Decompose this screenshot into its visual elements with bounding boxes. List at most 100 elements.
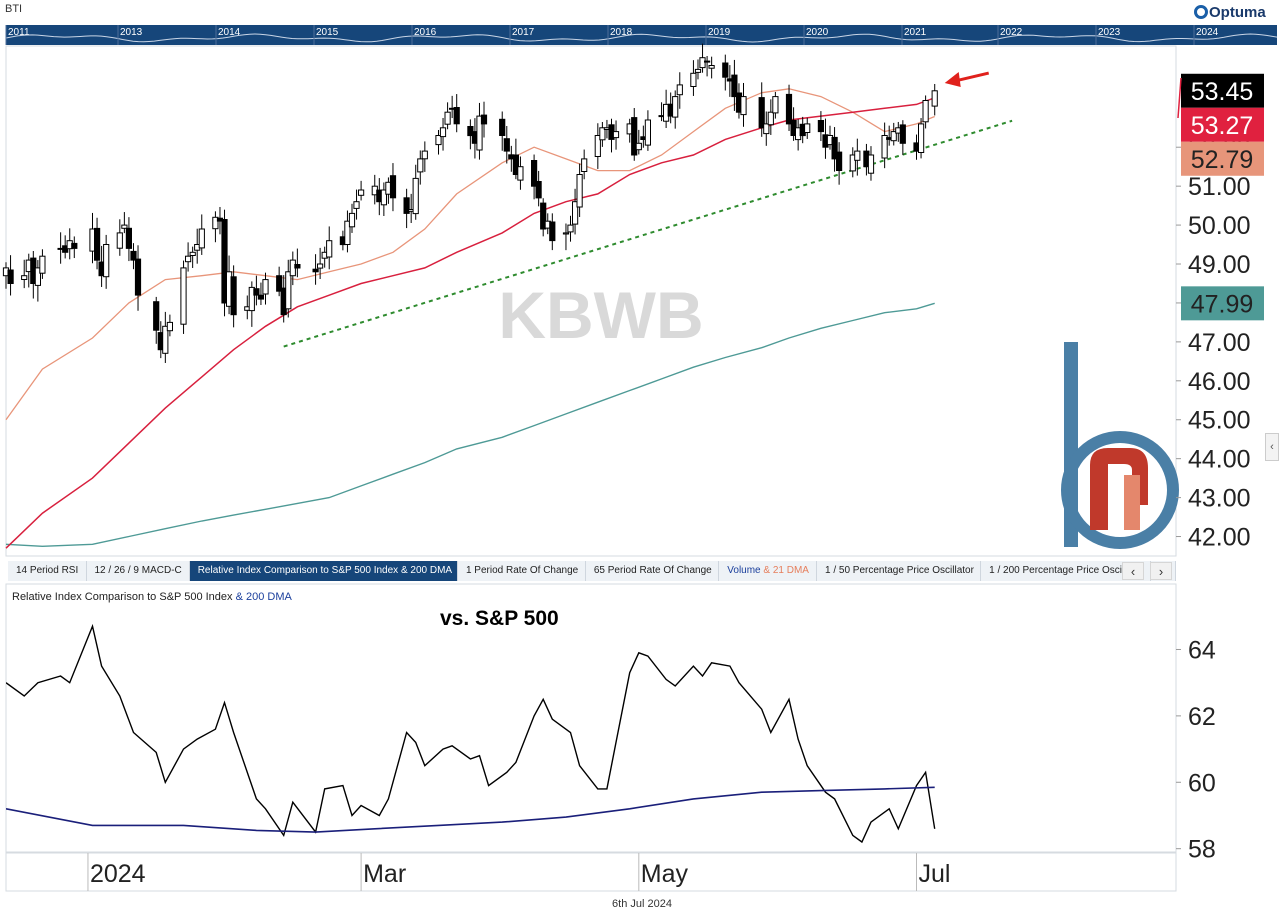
candle-body-down — [499, 118, 506, 137]
candle — [166, 314, 174, 337]
candle — [480, 101, 488, 138]
candle — [230, 265, 237, 328]
candle-body-down — [531, 160, 538, 187]
candle — [453, 94, 460, 133]
candle-body-down — [134, 258, 142, 296]
candle — [94, 217, 101, 270]
candle-body-up — [690, 72, 697, 88]
label-leader-line — [1177, 77, 1182, 119]
tab-macd[interactable]: 12 / 26 / 9 MACD-C — [86, 561, 190, 581]
candle-body-up — [198, 228, 205, 249]
price-label-teal: 47.99 — [1181, 286, 1264, 321]
candle-body-up — [804, 123, 811, 134]
candle-body-down — [540, 202, 547, 230]
candle — [517, 156, 524, 190]
candle-body-up — [672, 96, 679, 118]
candle — [358, 180, 365, 201]
candle — [326, 226, 333, 270]
price-label-box — [1181, 141, 1264, 176]
candle-body-up — [849, 154, 856, 172]
price-label-black: 53.45 — [1181, 73, 1264, 108]
candle — [180, 260, 187, 334]
candle-body-down — [467, 126, 474, 137]
candle-body-up — [854, 150, 861, 161]
overview-year-label: 2017 — [512, 27, 535, 38]
overview-year-2016: 2016 — [411, 25, 437, 45]
candle — [103, 234, 110, 289]
price-y-tick-label: 47.00 — [1188, 329, 1251, 357]
candle — [7, 255, 14, 296]
candle — [581, 149, 588, 180]
candle-body-down — [312, 268, 319, 273]
candle-body-up — [676, 84, 683, 96]
x-tick-label: 2024 — [90, 860, 146, 888]
candle-body-up — [326, 240, 333, 258]
candle — [185, 242, 192, 272]
relative-title-main: Relative Index Comparison to S&P 500 Ind… — [12, 591, 233, 603]
candle — [867, 146, 875, 181]
price-y-tick-label: 43.00 — [1188, 485, 1251, 513]
tab-14-period-rsi[interactable]: 14 Period RSI — [8, 561, 87, 581]
tab-relative-index[interactable]: Relative Index Comparison to S&P 500 Ind… — [189, 561, 458, 581]
candle-body-down — [253, 288, 260, 296]
candle — [531, 154, 538, 200]
tabs-next-button[interactable]: › — [1150, 562, 1172, 580]
overview-year-label: 2021 — [904, 27, 927, 38]
candle — [253, 275, 260, 306]
candle-body-up — [317, 263, 324, 269]
candle — [134, 245, 142, 311]
x-tick-label: May — [641, 860, 689, 888]
price-label-text: 53.45 — [1191, 78, 1254, 106]
price-y-axis: 42.0043.0044.0045.0046.0047.0048.0049.00… — [1176, 134, 1251, 552]
optuma-logo-icon — [1194, 5, 1208, 19]
candle — [116, 219, 123, 256]
overview-year-2023: 2023 — [1095, 25, 1121, 45]
candle-body-up — [694, 68, 702, 73]
candle-body-up — [594, 135, 601, 157]
overview-year-2013: 2013 — [117, 25, 143, 45]
relative-panel-frame — [5, 583, 1177, 853]
ma-50-line — [5, 97, 935, 549]
candle-body-up — [185, 255, 192, 263]
candle — [931, 83, 938, 116]
relative-title-dma: & 200 DMA — [233, 591, 293, 603]
tab-65-period-roc[interactable]: 65 Period Rate Of Change — [585, 561, 720, 581]
tab-1-period-roc[interactable]: 1 Period Rate Of Change — [457, 561, 586, 581]
brand-logo-bowl — [1061, 431, 1179, 549]
red-arrow-head — [944, 72, 961, 88]
candle-body-down — [785, 93, 793, 125]
tab-50-ppo[interactable]: 1 / 50 Percentage Price Oscillator — [816, 561, 982, 581]
x-tick-May: May — [638, 853, 689, 891]
candle-body-up — [562, 232, 570, 235]
relative-index-line — [6, 623, 936, 844]
candle-body-down — [535, 181, 542, 199]
candle — [248, 281, 255, 327]
candle — [562, 223, 570, 251]
tabs-prev-button[interactable]: ‹ — [1122, 562, 1144, 580]
candle-body-up — [421, 150, 428, 160]
candle-body-down — [257, 294, 264, 300]
candle — [439, 117, 447, 151]
candle — [417, 150, 424, 185]
candle — [849, 147, 856, 178]
candle-body-up — [567, 224, 574, 233]
overview-background — [6, 25, 1277, 45]
indicator-tabbar: 14 Period RSI 12 / 26 / 9 MACD-C Relativ… — [8, 561, 1176, 581]
tab-volume[interactable]: Volume & 21 DMA — [719, 561, 817, 581]
candle — [576, 163, 583, 217]
candle-body-down — [480, 114, 488, 125]
overview-year-2019: 2019 — [705, 25, 731, 45]
candle-body-down — [704, 60, 711, 63]
side-panel-toggle[interactable]: ‹ — [1265, 433, 1279, 461]
price-label-text: 47.99 — [1191, 290, 1254, 318]
ma-200-line — [5, 302, 935, 548]
overview-strip: 2011 2013 2014 2015 2016 2017 2018 2019 2020 2021… — [5, 25, 1278, 45]
candle — [676, 72, 683, 109]
candle — [317, 247, 324, 280]
relative-annotation: vs. S&P 500 — [440, 607, 559, 630]
optuma-logo[interactable]: Optuma — [1194, 4, 1266, 21]
overview-year-label: 2015 — [316, 27, 339, 38]
candle-body-down — [230, 276, 237, 316]
candle — [540, 198, 547, 237]
